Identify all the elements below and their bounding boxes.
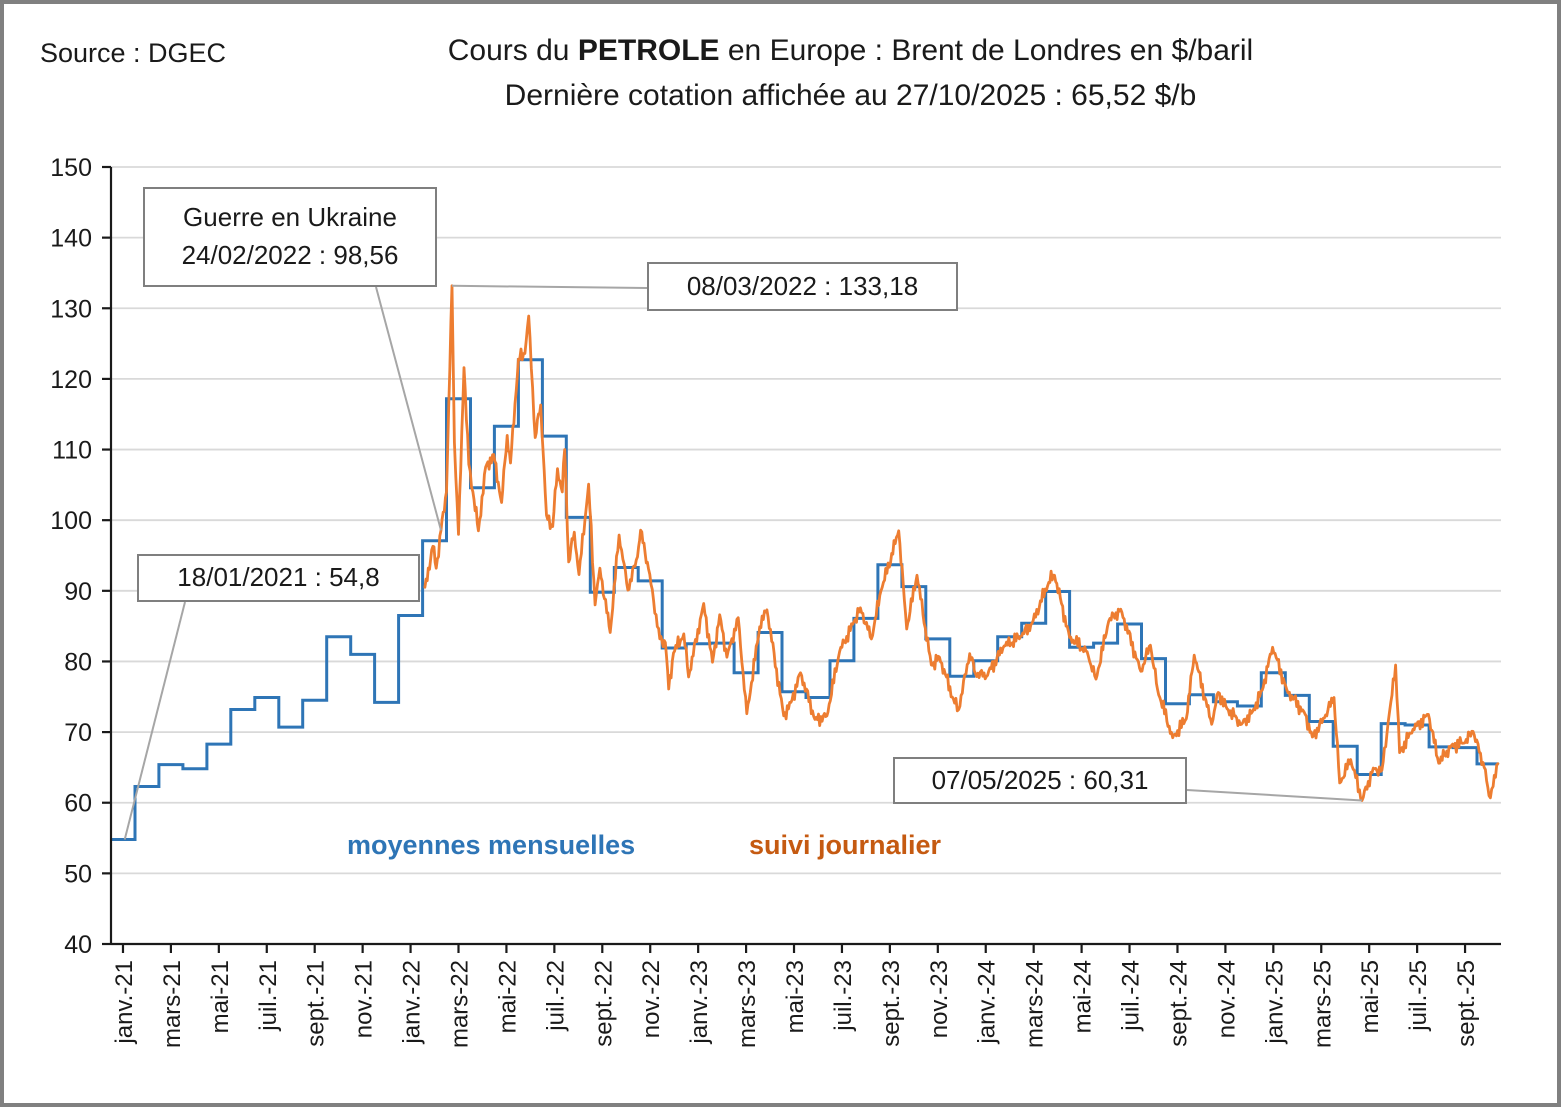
x-axis-label: mai-24 (1070, 960, 1097, 1033)
annotation-low-line1: 07/05/2025 : 60,31 (931, 764, 1149, 795)
x-axis-label: juil.-25 (1405, 960, 1432, 1032)
x-axis-label: mars-24 (1022, 960, 1049, 1048)
x-axis-label: sept.-21 (303, 960, 330, 1047)
x-axis-label: mars-23 (734, 960, 761, 1048)
annotation-ukraine-war: Guerre en Ukraine 24/02/2022 : 98,56 (143, 187, 437, 287)
x-axis-label: sept.-23 (878, 960, 905, 1047)
legend-monthly-label: moyennes mensuelles (347, 830, 636, 860)
y-axis-label: 50 (64, 860, 92, 888)
annotation-leader-line (123, 601, 186, 840)
chart-title-block: Cours du PETROLE en Europe : Brent de Lo… (154, 28, 1547, 118)
x-axis-label: juil.-24 (1118, 960, 1145, 1032)
x-axis-label: janv.-21 (111, 960, 138, 1045)
x-axis-label: janv.-22 (399, 960, 426, 1045)
annotation-leader-line (451, 284, 648, 289)
x-axis-label: janv.-24 (974, 960, 1001, 1045)
x-axis-label: nov.-21 (351, 960, 378, 1038)
x-axis-label: sept.-25 (1453, 960, 1480, 1047)
y-axis-label: 120 (50, 366, 92, 394)
x-axis-label: juil.-22 (542, 960, 569, 1032)
x-axis-label: sept.-24 (1165, 960, 1192, 1047)
annotation-2021-start: 18/01/2021 : 54,8 (137, 554, 420, 602)
x-axis-label: mars-22 (447, 960, 474, 1048)
x-axis-label: nov.-24 (1213, 960, 1240, 1038)
chart-subtitle: Dernière cotation affichée au 27/10/2025… (504, 79, 1197, 112)
annotation-ukraine-line1: Guerre en Ukraine (183, 202, 397, 233)
y-axis-label: 130 (50, 295, 92, 323)
y-axis-label: 80 (64, 648, 92, 676)
x-axis-label: juil.-23 (830, 960, 857, 1032)
monthly-series-line (111, 358, 1499, 841)
annotation-2022-peak: 08/03/2022 : 133,18 (647, 262, 958, 311)
x-axis-label: nov.-23 (926, 960, 953, 1038)
x-axis-label: mai-22 (494, 960, 521, 1033)
x-axis-label: janv.-25 (1261, 960, 1288, 1045)
x-axis-label: janv.-23 (686, 960, 713, 1045)
annotation-leader-line (375, 286, 442, 531)
y-axis-label: 150 (50, 154, 92, 182)
title-prefix: Cours du (447, 34, 578, 67)
annotation-ukraine-line2: 24/02/2022 : 98,56 (181, 240, 399, 270)
y-axis-label: 60 (64, 790, 92, 818)
y-axis-label: 40 (64, 931, 92, 959)
y-axis-label: 90 (64, 578, 92, 606)
annotation-start-line1: 18/01/2021 : 54,8 (177, 562, 380, 593)
x-axis-label: mars-25 (1309, 960, 1336, 1048)
source-label: Source : DGEC (40, 38, 227, 68)
x-axis-label: nov.-22 (638, 960, 665, 1038)
y-axis-label: 100 (50, 507, 92, 535)
y-axis-label: 70 (64, 719, 92, 747)
y-axis-label: 140 (50, 225, 92, 253)
x-axis-label: mai-23 (782, 960, 809, 1033)
x-axis-label: mars-21 (159, 960, 186, 1048)
title-suffix: en Europe : Brent de Londres en $/baril (719, 34, 1254, 67)
annotation-2025-low: 07/05/2025 : 60,31 (893, 757, 1187, 804)
x-axis-label: sept.-22 (590, 960, 617, 1047)
y-axis-label: 110 (52, 437, 92, 465)
annotation-leader-line (1186, 789, 1363, 802)
x-axis-label: juil.-21 (255, 960, 282, 1032)
price-chart-canvas: 40 50 60 70 80 90 100 110 120 130 140 150 janv.-21 ma… (50, 154, 1501, 1048)
title-bold: PETROLE (577, 34, 720, 67)
legend-daily-label: suivi journalier (749, 830, 942, 860)
chart-title: Cours du PETROLE en Europe : Brent de Lo… (154, 28, 1547, 73)
annotation-peak-line1: 08/03/2022 : 133,18 (686, 270, 919, 301)
daily-series-line (423, 284, 1500, 802)
x-axis-label: mai-25 (1357, 960, 1384, 1033)
x-axis-label: mai-21 (207, 960, 234, 1033)
